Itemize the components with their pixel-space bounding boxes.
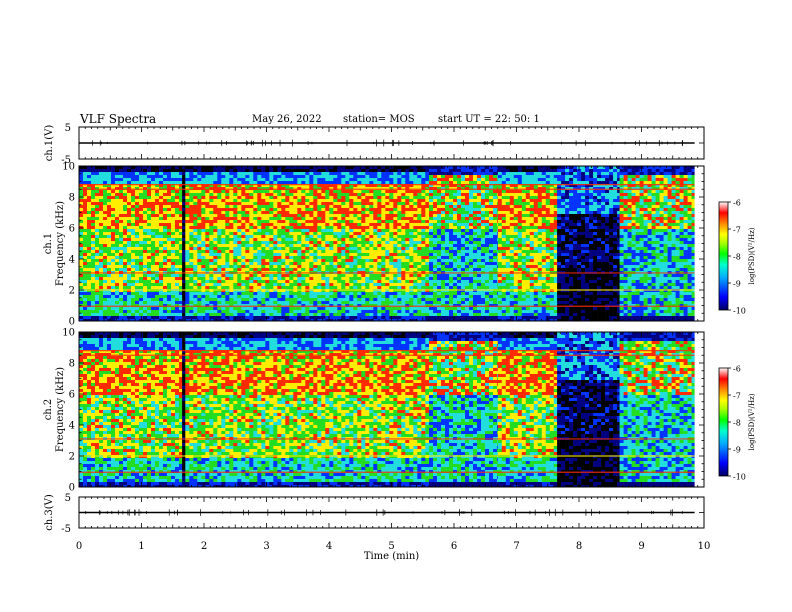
y-tick-label: 10 [62, 162, 75, 173]
colorbar [718, 201, 729, 311]
x-tick-label: 9 [638, 541, 644, 552]
y-tick-label: 0 [69, 483, 75, 494]
x-axis-label: Time (min) [364, 551, 419, 562]
x-tick-label: 4 [326, 541, 332, 552]
x-tick-label: 10 [698, 541, 711, 552]
y-tick-label: 4 [69, 255, 75, 266]
y-tick-label: 2 [69, 452, 75, 463]
spectrogram-segment [619, 332, 695, 488]
colorbar-tick-label: -6 [733, 199, 741, 208]
spectrogram-segment [497, 332, 558, 488]
x-tick-label: 5 [388, 541, 394, 552]
colorbar-label: log(PSD)(V²/Hz) [748, 393, 756, 450]
spectrogram-segment [619, 166, 695, 322]
x-tick-label: 7 [513, 541, 519, 552]
x-tick-label: 8 [576, 541, 582, 552]
x-tick-label: 2 [201, 541, 207, 552]
colorbar-tick-label: -7 [733, 392, 741, 401]
spectrogram-ch1 [79, 166, 704, 322]
chart-title: VLF Spectra [80, 112, 157, 126]
colorbar-label: log(PSD)(V²/Hz) [748, 227, 756, 284]
y-axis-label: ch.3(V) [44, 494, 55, 531]
colorbar-tick-label: -9 [733, 280, 741, 289]
colorbar-tick-label: -8 [733, 419, 741, 428]
y-tick-label: 0 [69, 317, 75, 328]
y-tick-label: 10 [62, 328, 75, 339]
y-tick-label: -5 [61, 155, 71, 166]
y-tick-label: -5 [61, 524, 71, 535]
y-tick-label: 8 [69, 193, 75, 204]
start-time-label: start UT = 22: 50: 1 [438, 114, 540, 125]
spectrogram-ch2 [79, 332, 704, 488]
colorbar-tick-label: -10 [733, 307, 746, 316]
spectrogram-segment [79, 332, 183, 488]
y-tick-label: 5 [65, 493, 71, 504]
colorbar-tick-label: -7 [733, 226, 741, 235]
x-tick-label: 3 [263, 541, 269, 552]
station-label: station= MOS [343, 114, 415, 125]
colorbar-tick-label: -8 [733, 253, 741, 262]
y-tick-label: 5 [65, 123, 71, 134]
x-tick-label: 0 [76, 541, 82, 552]
spectrogram-segment [557, 166, 620, 322]
spectrogram-segment [429, 332, 499, 488]
y-tick-label: 8 [69, 359, 75, 370]
colorbar-tick-label: -9 [733, 446, 741, 455]
x-tick-label: 1 [138, 541, 144, 552]
colorbar-tick-label: -10 [733, 473, 746, 482]
y-axis-label: ch.2Frequency (kHz) [43, 367, 66, 452]
x-tick-label: 6 [451, 541, 457, 552]
spectrogram-segment [182, 332, 186, 488]
colorbar [718, 367, 729, 477]
y-tick-label: 6 [69, 224, 75, 235]
y-tick-label: 2 [69, 286, 75, 297]
y-axis-label: ch.1(V) [44, 125, 55, 162]
y-tick-label: 6 [69, 390, 75, 401]
spectrogram-segment [497, 166, 558, 322]
colorbar-tick-label: -6 [733, 365, 741, 374]
y-tick-label: 4 [69, 421, 75, 432]
y-axis-label: ch.1Frequency (kHz) [43, 201, 66, 286]
date-label: May 26, 2022 [252, 114, 322, 125]
spectrogram-segment [557, 332, 620, 488]
